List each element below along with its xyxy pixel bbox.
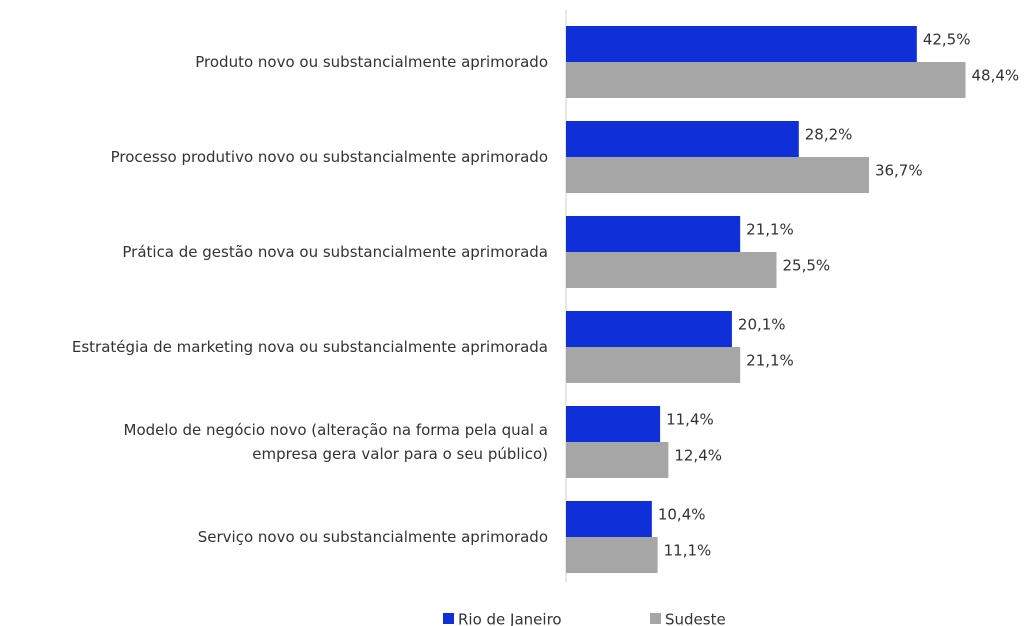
legend-swatch (650, 613, 661, 624)
legend-swatch (443, 613, 454, 624)
category-label: Processo produtivo novo ou substancialme… (110, 148, 548, 166)
value-label: 42,5% (923, 31, 971, 49)
value-label: 20,1% (738, 316, 786, 334)
value-label: 21,1% (746, 352, 794, 370)
bar (566, 252, 777, 288)
value-label: 25,5% (782, 257, 830, 275)
legend-label: Sudeste (665, 611, 726, 626)
value-label: 10,4% (658, 506, 706, 524)
bar (566, 121, 799, 157)
bar (566, 347, 741, 383)
value-label: 11,1% (664, 542, 712, 560)
bar (566, 26, 917, 62)
bar (566, 216, 741, 252)
category-label: Modelo de negócio novo (alteração na for… (123, 421, 549, 463)
value-label: 12,4% (674, 447, 722, 465)
bar (566, 537, 658, 573)
bar (566, 406, 661, 442)
category-label: Prática de gestão nova ou substancialmen… (122, 243, 548, 261)
value-label: 48,4% (972, 67, 1020, 85)
bar (566, 442, 669, 478)
bar (566, 501, 652, 537)
value-label: 21,1% (746, 221, 794, 239)
category-label: Estratégia de marketing nova ou substanc… (71, 338, 548, 356)
legend-label: Rio de Janeiro (458, 611, 562, 626)
value-label: 11,4% (666, 411, 714, 429)
bar (566, 157, 869, 193)
category-label: Serviço novo ou substancialmente aprimor… (197, 528, 548, 546)
category-label: Produto novo ou substancialmente aprimor… (195, 53, 548, 71)
bar (566, 62, 966, 98)
bar (566, 311, 732, 347)
value-label: 36,7% (875, 162, 923, 180)
value-label: 28,2% (805, 126, 853, 144)
